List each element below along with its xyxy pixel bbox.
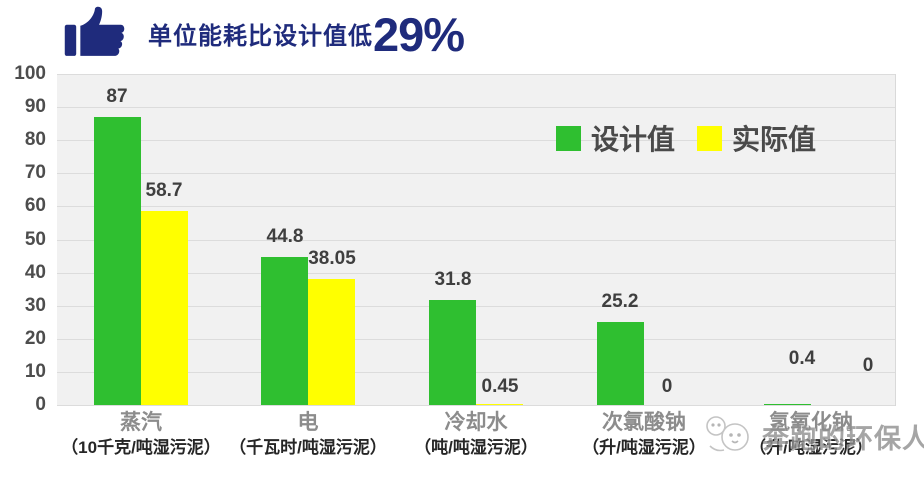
legend-item-actual-value: 实际值	[697, 118, 816, 158]
x-axis-category-label: 蒸汽 （10千克/吨湿污泥）	[61, 410, 221, 460]
category-name: 次氯酸钠	[601, 411, 686, 434]
bar-value-label: 0	[661, 376, 673, 397]
bar-design-group2	[429, 300, 476, 405]
gridline	[57, 306, 895, 307]
category-name: 电	[297, 411, 319, 434]
legend-item-design-value: 设计值	[556, 118, 675, 158]
category-unit: （升/吨湿污泥）	[749, 438, 873, 457]
chart-header: 单位能耗比设计值低 29%	[62, 4, 465, 61]
category-unit: （千瓦时/吨湿污泥）	[229, 438, 387, 457]
y-axis-tick-label: 0	[35, 394, 46, 415]
plot-area: 87 58.7 44.8 38.05 31.8 0.45 25.2 0 0.4 0	[57, 74, 896, 406]
x-axis-category-label: 次氯酸钠 （升/吨湿污泥）	[582, 410, 706, 460]
bar-design-group3	[597, 322, 644, 405]
gridline	[57, 339, 895, 340]
legend-label-actual: 实际值	[732, 125, 817, 156]
bar-value-label: 44.8	[266, 226, 304, 247]
bar-value-label: 31.8	[434, 269, 472, 290]
bar-actual-group1	[308, 279, 355, 405]
y-axis-tick-label: 10	[24, 361, 46, 382]
bar-design-group0	[94, 117, 141, 405]
gridline	[57, 273, 895, 274]
bar-value-label: 58.7	[145, 180, 183, 201]
y-axis-tick-label: 70	[24, 162, 46, 183]
y-axis-tick-label: 80	[24, 129, 46, 150]
category-name: 冷却水	[444, 411, 508, 434]
page-title: 单位能耗比设计值低	[148, 23, 373, 50]
gridline	[57, 206, 895, 207]
gridline	[57, 173, 895, 174]
bar-value-label: 0.45	[481, 376, 519, 397]
category-unit: （10千克/吨湿污泥）	[61, 438, 221, 457]
category-unit: （吨/吨湿污泥）	[414, 438, 538, 457]
chart-legend: 设计值 实际值	[556, 118, 816, 158]
category-name: 蒸汽	[119, 411, 162, 434]
gridline	[57, 74, 895, 75]
gridline	[57, 107, 895, 108]
legend-label-design: 设计值	[591, 125, 676, 156]
bar-value-label: 0.4	[788, 348, 816, 369]
y-axis-tick-label: 20	[24, 328, 46, 349]
y-axis-tick-label: 100	[14, 63, 46, 84]
gridline	[57, 140, 895, 141]
bar-value-label: 25.2	[601, 291, 639, 312]
category-unit: （升/吨湿污泥）	[582, 438, 706, 457]
gridline	[57, 372, 895, 373]
y-axis-tick-label: 30	[24, 295, 46, 316]
bar-value-label: 87	[106, 86, 128, 107]
bar-actual-group2	[476, 404, 523, 405]
y-axis-tick-label: 50	[24, 229, 46, 250]
bar-design-group4	[764, 404, 811, 405]
bar-design-group1	[261, 257, 308, 405]
x-axis-category-label: 氢氧化钠 （升/吨湿污泥）	[749, 410, 873, 460]
gridline	[57, 240, 895, 241]
x-axis-category-label: 电 （千瓦时/吨湿污泥）	[229, 410, 387, 460]
x-axis-category-label: 冷却水 （吨/吨湿污泥）	[414, 410, 538, 460]
legend-swatch-actual	[697, 125, 723, 151]
legend-swatch-design	[556, 125, 581, 151]
y-axis-tick-label: 90	[24, 96, 46, 117]
bar-actual-group0	[141, 211, 188, 405]
bar-value-label: 38.05	[308, 248, 356, 269]
gridline	[57, 405, 895, 406]
y-axis-tick-label: 60	[24, 195, 46, 216]
thumbs-up-icon	[64, 6, 125, 56]
y-axis-tick-label: 40	[24, 262, 46, 283]
category-name: 氢氧化钠	[768, 411, 853, 434]
bar-value-label: 0	[862, 355, 874, 376]
page-title-highlight: 29%	[373, 8, 465, 61]
